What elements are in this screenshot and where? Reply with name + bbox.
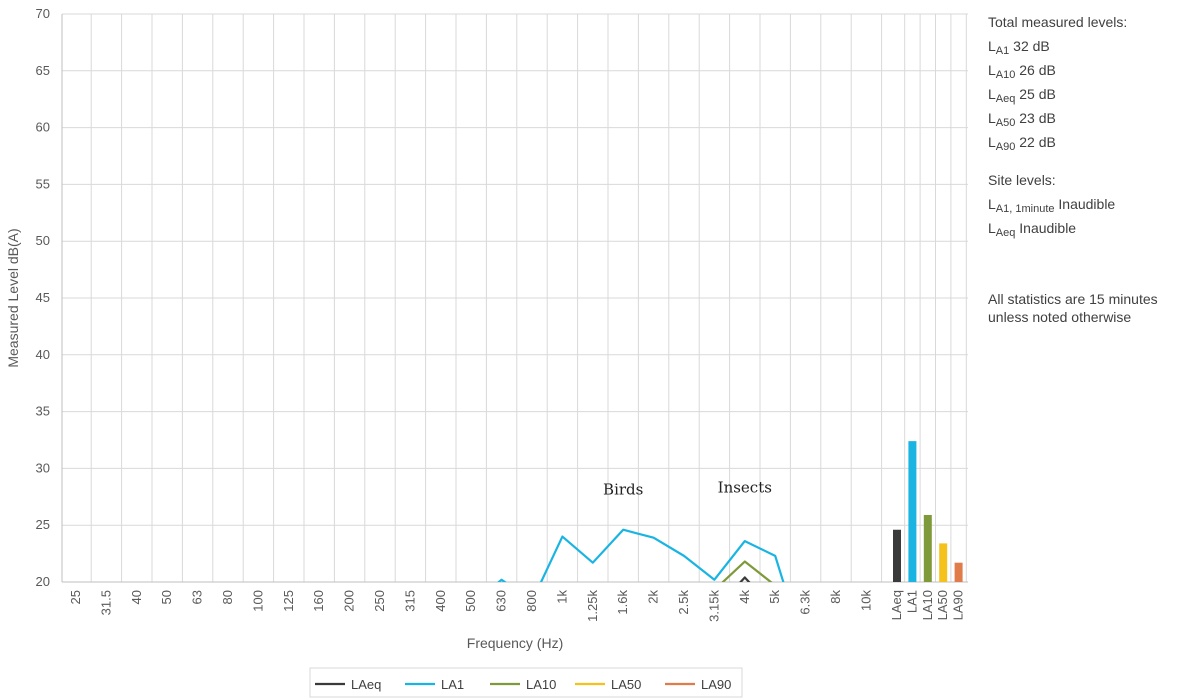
- spacer: [988, 154, 1188, 168]
- note-part: Inaudible: [1058, 196, 1116, 212]
- x-tick-label: 40: [129, 590, 144, 604]
- x-tick-label: 125: [281, 590, 296, 612]
- level-row: LA1, 1minute Inaudible: [988, 192, 1188, 216]
- x-tick-label: 3.15k: [706, 590, 721, 622]
- total-bar: [939, 543, 948, 582]
- y-tick-label: 65: [36, 63, 50, 78]
- note-part: 23 dB: [1019, 110, 1056, 126]
- y-tick-label: 20: [36, 574, 50, 589]
- footnote: All statistics are 15 minutes: [988, 291, 1158, 307]
- x-tick-label: 10k: [858, 590, 873, 611]
- note-part: A1, 1minute: [995, 203, 1055, 215]
- legend-label: LA1: [441, 677, 464, 692]
- note-part: L: [988, 110, 996, 126]
- total-bar: [908, 441, 917, 582]
- note-part: L: [988, 62, 996, 78]
- x-tick-label: LA50: [935, 590, 950, 620]
- x-axis-title: Frequency (Hz): [467, 635, 563, 651]
- note-part: L: [988, 196, 996, 212]
- x-tick-label: 50: [159, 590, 174, 604]
- x-tick-label: LAeq: [889, 590, 904, 620]
- y-tick-label: 70: [36, 6, 50, 21]
- notes: Total measured levels: LA1 32 dB LA10 26 d…: [988, 10, 1188, 326]
- x-tick-label: 8k: [828, 590, 843, 604]
- x-tick-label: 160: [311, 590, 326, 612]
- x-tick-label: 500: [463, 590, 478, 612]
- x-tick-label: 80: [220, 590, 235, 604]
- x-tick-label: 400: [433, 590, 448, 612]
- y-tick-label: 35: [36, 404, 50, 419]
- note-part: 22 dB: [1019, 134, 1056, 150]
- x-tick-label: 1.6k: [615, 590, 630, 615]
- note-part: A50: [995, 117, 1016, 129]
- total-bar: [893, 529, 901, 582]
- x-tick-label: 315: [402, 590, 417, 612]
- annotation: Birds: [603, 481, 643, 499]
- note-part: A1: [995, 45, 1010, 57]
- x-tick-label: 2.5k: [676, 590, 691, 615]
- x-tick-label: 5k: [767, 590, 782, 604]
- level-row: LA50 23 dB: [988, 106, 1188, 130]
- footnote: unless noted otherwise: [988, 309, 1132, 325]
- y-tick-label: 45: [36, 290, 50, 305]
- x-tick-label: LA10: [920, 590, 935, 620]
- y-tick-label: 55: [36, 176, 50, 191]
- x-tick-label: 2k: [646, 590, 661, 604]
- y-tick-label: 30: [36, 460, 50, 475]
- note-part: Aeq: [995, 93, 1016, 105]
- note-part: L: [988, 220, 996, 236]
- x-tick-label: 250: [372, 590, 387, 612]
- note-part: Inaudible: [1019, 220, 1077, 236]
- y-axis-title: Measured Level dB(A): [5, 228, 21, 367]
- total-bar: [954, 562, 963, 582]
- series-line: [497, 528, 785, 582]
- series-line: [721, 560, 773, 582]
- level-row: LA10 26 dB: [988, 58, 1188, 82]
- level-row: LA1 32 dB: [988, 34, 1188, 58]
- notes-heading: Total measured levels:: [988, 14, 1128, 30]
- x-tick-label: LA1: [904, 590, 919, 613]
- note-part: A90: [995, 141, 1016, 153]
- note-part: L: [988, 134, 996, 150]
- x-tick-label: 100: [250, 590, 265, 612]
- level-row: LAeq Inaudible: [988, 216, 1188, 240]
- total-bar: [923, 514, 932, 582]
- x-tick-label: 1k: [554, 590, 569, 604]
- x-tick-label: LA90: [951, 590, 966, 620]
- legend-box: [309, 667, 743, 698]
- level-row: LAeq 25 dB: [988, 82, 1188, 106]
- x-tick-label: 25: [68, 590, 83, 604]
- x-tick-label: 31.5: [98, 590, 113, 615]
- legend-label: LA10: [526, 677, 556, 692]
- level-row: LA90 22 dB: [988, 130, 1188, 154]
- note-part: L: [988, 86, 996, 102]
- series-line: [739, 576, 751, 582]
- note-part: 26 dB: [1019, 62, 1056, 78]
- chart: 20 25 30 35 40 45 50 55 60 65 70 25 31.5 40 50 63 80 100 1…: [5, 6, 968, 698]
- note-part: 25 dB: [1019, 86, 1056, 102]
- legend-label: LA50: [611, 677, 641, 692]
- x-tick-label: 4k: [737, 590, 752, 604]
- spacer: [988, 240, 1188, 290]
- note-part: L: [988, 38, 996, 54]
- x-tick-label: 200: [342, 590, 357, 612]
- notes-heading: Site levels:: [988, 172, 1056, 188]
- y-tick-label: 40: [36, 347, 50, 362]
- x-tick-label: 6.3k: [798, 590, 813, 615]
- annotation: Insects: [718, 478, 772, 496]
- x-tick-label: 1.25k: [585, 590, 600, 622]
- note-part: 32 dB: [1013, 38, 1050, 54]
- y-tick-label: 50: [36, 233, 50, 248]
- note-part: Aeq: [995, 227, 1016, 239]
- x-tick-label: 800: [524, 590, 539, 612]
- legend-label: LAeq: [351, 677, 381, 692]
- x-tick-label: 630: [494, 590, 509, 612]
- y-tick-label: 25: [36, 517, 50, 532]
- y-tick-label: 60: [36, 120, 50, 135]
- legend-label: LA90: [701, 677, 731, 692]
- note-part: A10: [995, 69, 1016, 81]
- x-tick-label: 63: [190, 590, 205, 604]
